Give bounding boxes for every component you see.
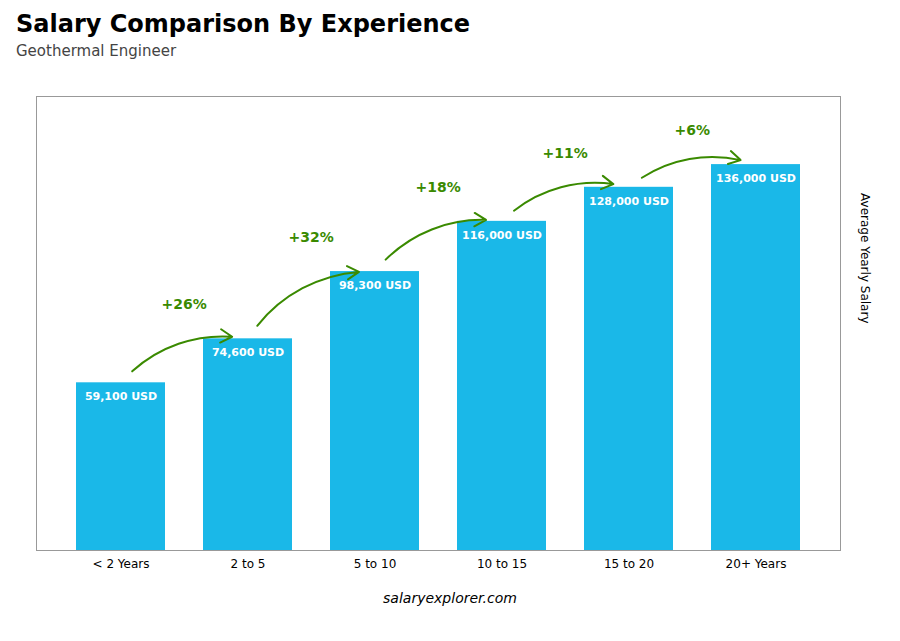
svg-text:74,600 USD: 74,600 USD xyxy=(212,346,284,359)
svg-text:< 2 Years: < 2 Years xyxy=(93,557,150,571)
svg-text:128,000 USD: 128,000 USD xyxy=(589,195,669,208)
svg-text:Average Yearly Salary: Average Yearly Salary xyxy=(858,193,872,323)
html-text:salaryexplorer.com: salaryexplorer.com xyxy=(383,590,517,606)
html-text:Salary Comparison By Experienc: Salary Comparison By Experience xyxy=(16,10,471,38)
svg-text:15 to 20: 15 to 20 xyxy=(604,557,654,571)
svg-text:20+ Years: 20+ Years xyxy=(726,557,787,571)
svg-text:5 to 10: 5 to 10 xyxy=(354,557,397,571)
svg-text:2 to 5: 2 to 5 xyxy=(231,557,266,571)
svg-text:+18%: +18% xyxy=(416,179,461,195)
svg-text:+6%: +6% xyxy=(674,122,710,138)
svg-text:10 to 15: 10 to 15 xyxy=(477,557,527,571)
svg-text:+32%: +32% xyxy=(289,229,334,245)
svg-text:+26%: +26% xyxy=(162,296,207,312)
svg-text:116,000 USD: 116,000 USD xyxy=(462,229,542,242)
svg-text:136,000 USD: 136,000 USD xyxy=(716,172,796,185)
html-text:Geothermal Engineer: Geothermal Engineer xyxy=(16,42,177,60)
svg-text:59,100 USD: 59,100 USD xyxy=(85,390,157,403)
svg-text:98,300 USD: 98,300 USD xyxy=(339,279,411,292)
svg-text:+11%: +11% xyxy=(543,145,588,161)
